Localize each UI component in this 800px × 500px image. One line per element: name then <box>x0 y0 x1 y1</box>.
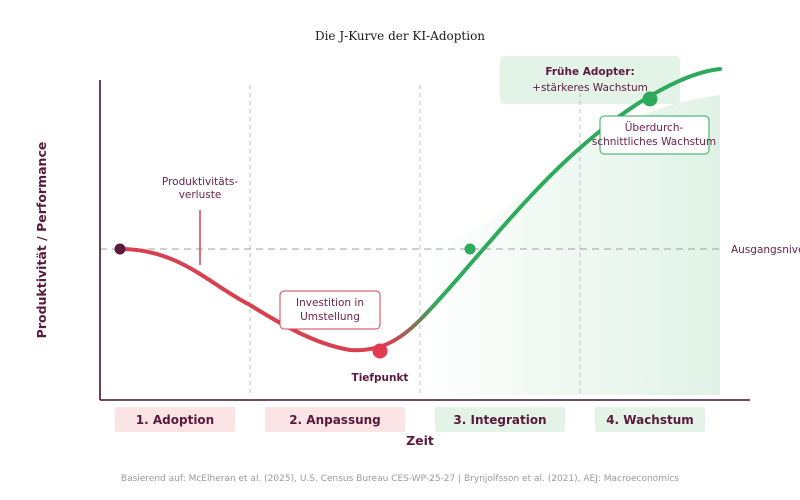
growth-area-shade <box>420 95 720 395</box>
start-point <box>114 243 126 255</box>
early-adopter-box <box>500 56 680 104</box>
phase-box-wachstum <box>595 407 705 432</box>
early-adopter-title: Frühe Adopter: <box>545 66 634 78</box>
loss-label-line1: Produktivitäts- <box>162 176 238 188</box>
phase-label-integration: 3. Integration <box>453 413 546 427</box>
early-adopter-sub: +stärkeres Wachstum <box>532 82 648 94</box>
above-average-box <box>599 115 710 155</box>
x-axis-title: Zeit <box>406 433 434 448</box>
loss-label-line2: verluste <box>179 189 222 201</box>
y-axis-title: Produktivität / Performance <box>34 142 49 339</box>
investment-box <box>279 290 381 330</box>
growth-point <box>642 91 658 107</box>
baseline-label: Ausgangsnive <box>731 244 800 256</box>
phase-label-anpassung: 2. Anpassung <box>289 413 381 427</box>
above-average-line1: Überdurch- <box>625 121 684 134</box>
phase-box-adoption <box>115 407 235 432</box>
trough-label: Tiefpunkt <box>352 372 409 384</box>
phase-box-integration <box>435 407 565 432</box>
source-footer: Basierend auf: McElheran et al. (2025), … <box>121 474 680 484</box>
phase-label-adoption: 1. Adoption <box>136 413 214 427</box>
investment-label-line1: Investition in <box>296 297 364 309</box>
phase-box-anpassung <box>265 407 405 432</box>
above-average-line2: schnittliches Wachstum <box>592 136 716 148</box>
phase-label-wachstum: 4. Wachstum <box>606 413 694 427</box>
baseline-cross-point <box>464 243 476 255</box>
trough-point <box>372 343 388 359</box>
investment-label-line2: Umstellung <box>300 311 360 323</box>
chart-title: Die J-Kurve der KI-Adoption <box>315 29 485 43</box>
